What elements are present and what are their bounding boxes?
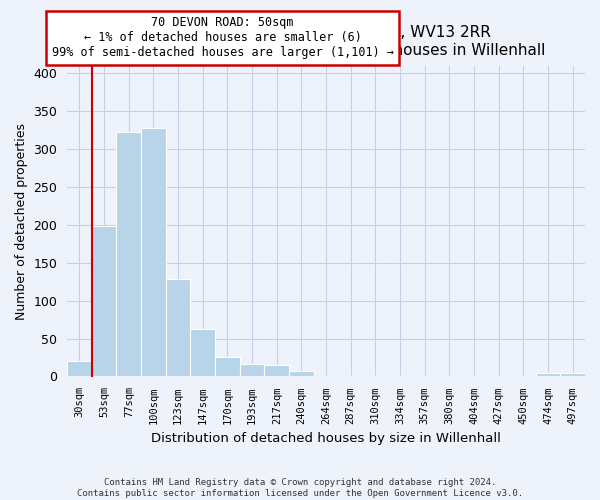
Bar [265, 365, 289, 376]
Bar [240, 364, 265, 376]
Bar [166, 280, 190, 376]
Bar [141, 128, 166, 376]
Bar [536, 374, 560, 376]
Bar [116, 132, 141, 376]
Text: Contains HM Land Registry data © Crown copyright and database right 2024.
Contai: Contains HM Land Registry data © Crown c… [77, 478, 523, 498]
Bar [190, 330, 215, 376]
Title: 70, DEVON ROAD, WILLENHALL, WV13 2RR
Size of property relative to detached house: 70, DEVON ROAD, WILLENHALL, WV13 2RR Siz… [107, 25, 545, 58]
Y-axis label: Number of detached properties: Number of detached properties [15, 122, 28, 320]
Bar [92, 226, 116, 376]
Text: 70 DEVON ROAD: 50sqm
← 1% of detached houses are smaller (6)
99% of semi-detache: 70 DEVON ROAD: 50sqm ← 1% of detached ho… [52, 16, 394, 60]
Bar [67, 362, 92, 376]
X-axis label: Distribution of detached houses by size in Willenhall: Distribution of detached houses by size … [151, 432, 501, 445]
Bar [215, 358, 240, 376]
Bar [560, 374, 585, 376]
Bar [289, 371, 314, 376]
